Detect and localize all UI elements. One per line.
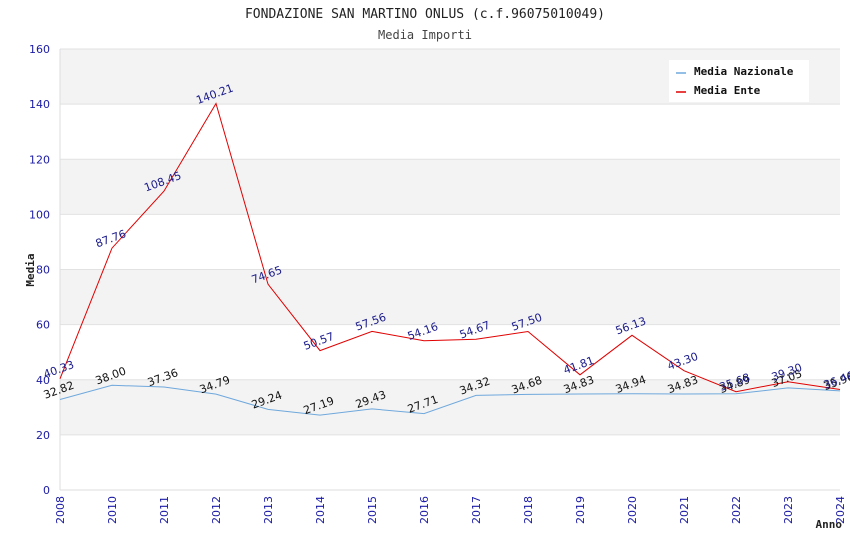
x-tick-label: 2016 bbox=[418, 496, 431, 524]
y-tick-label: 160 bbox=[29, 43, 50, 56]
x-tick-label: 2015 bbox=[366, 496, 379, 524]
x-tick-label: 2017 bbox=[470, 496, 483, 524]
series-lines bbox=[59, 102, 841, 416]
x-tick-label: 2021 bbox=[678, 496, 691, 524]
y-tick-label: 20 bbox=[36, 429, 50, 442]
x-tick-label: 2008 bbox=[54, 496, 67, 524]
y-tick-label: 140 bbox=[29, 98, 50, 111]
axes bbox=[59, 49, 840, 491]
plot-band bbox=[60, 214, 840, 270]
legend-label-media-nazionale: Media Nazionale bbox=[694, 65, 794, 78]
chart-subtitle: Media Importi bbox=[378, 28, 472, 42]
x-tick-label: 2014 bbox=[314, 496, 327, 524]
plot-band bbox=[60, 269, 840, 325]
x-tick-label: 2018 bbox=[522, 496, 535, 524]
series-line-media-ente bbox=[59, 102, 841, 393]
x-tick-label: 2011 bbox=[158, 496, 171, 524]
y-tick-label: 80 bbox=[36, 264, 50, 277]
y-axis-label: Media bbox=[24, 253, 37, 286]
series-line-media-nazionale bbox=[59, 384, 841, 416]
x-axis-label: Anno bbox=[816, 518, 843, 531]
x-tick-label: 2020 bbox=[626, 496, 639, 524]
x-tick-label: 2024 bbox=[834, 496, 847, 524]
y-tick-label: 40 bbox=[36, 374, 50, 387]
x-tick-label: 2013 bbox=[262, 496, 275, 524]
x-axis-ticks: 2008 2010 2011 2012 2013 2014 2015 2016 2017 2018… bbox=[54, 496, 847, 524]
plot-band bbox=[60, 324, 840, 380]
x-tick-label: 2019 bbox=[574, 496, 587, 524]
y-tick-label: 0 bbox=[43, 484, 50, 497]
x-tick-label: 2012 bbox=[210, 496, 223, 524]
legend-label-media-ente: Media Ente bbox=[694, 84, 761, 97]
y-tick-label: 60 bbox=[36, 319, 50, 332]
legend-box bbox=[669, 60, 809, 102]
x-tick-label: 2010 bbox=[106, 496, 119, 524]
x-tick-label: 2022 bbox=[730, 496, 743, 524]
plot-background bbox=[60, 49, 840, 490]
chart-title: FONDAZIONE SAN MARTINO ONLUS (c.f.960750… bbox=[245, 7, 605, 22]
x-tick-label: 2023 bbox=[782, 496, 795, 524]
plot-band bbox=[60, 104, 840, 160]
plot-band bbox=[60, 434, 840, 490]
plot-band bbox=[60, 379, 840, 435]
y-tick-label: 100 bbox=[29, 208, 50, 221]
y-axis-ticks: 0 20 40 60 80 100 120 140 160 bbox=[29, 43, 50, 497]
plot-band bbox=[60, 159, 840, 215]
y-tick-label: 120 bbox=[29, 153, 50, 166]
legend: Media Nazionale Media Ente bbox=[669, 60, 809, 102]
